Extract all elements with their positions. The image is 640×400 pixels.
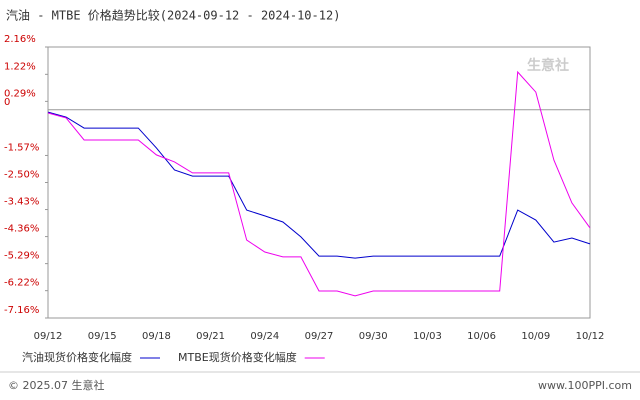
legend-label: 汽油现货价格变化幅度 (22, 350, 132, 364)
y-tick-label: 1.22% (4, 61, 36, 72)
y-tick-label: -1.57% (4, 142, 39, 153)
footer-right: www.100PPI.com (538, 379, 632, 392)
x-tick-label: 09/27 (305, 331, 334, 342)
y-tick-label: 0 (4, 97, 10, 108)
legend-label: MTBE现货价格变化幅度 (178, 350, 297, 364)
x-tick-label: 09/12 (34, 331, 63, 342)
y-tick-label: -4.36% (4, 224, 39, 235)
x-tick-label: 09/15 (88, 331, 117, 342)
x-tick-label: 10/09 (521, 331, 550, 342)
x-tick-label: 09/21 (196, 331, 225, 342)
y-tick-label: -3.43% (4, 197, 39, 208)
x-tick-label: 10/12 (576, 331, 605, 342)
x-tick-label: 10/03 (413, 331, 442, 342)
chart-title: 汽油 - MTBE 价格趋势比较(2024-09-12 - 2024-10-12… (6, 8, 340, 23)
y-tick-label: -6.22% (4, 278, 39, 289)
series-line (47, 111, 591, 259)
watermark: 生意社 (527, 57, 569, 74)
x-tick-label: 09/18 (142, 331, 171, 342)
series-line (47, 70, 591, 297)
x-tick-label: 09/24 (250, 331, 279, 342)
x-tick-label: 09/30 (359, 331, 388, 342)
y-tick-label: 2.16% (4, 34, 36, 45)
y-tick-label: 0.29% (4, 88, 36, 99)
y-tick-label: -7.16% (4, 305, 39, 316)
y-tick-label: -5.29% (4, 251, 39, 262)
footer-left: © 2025.07 生意社 (8, 378, 104, 392)
x-tick-label: 10/06 (467, 331, 496, 342)
y-tick-label: -2.50% (4, 170, 39, 181)
